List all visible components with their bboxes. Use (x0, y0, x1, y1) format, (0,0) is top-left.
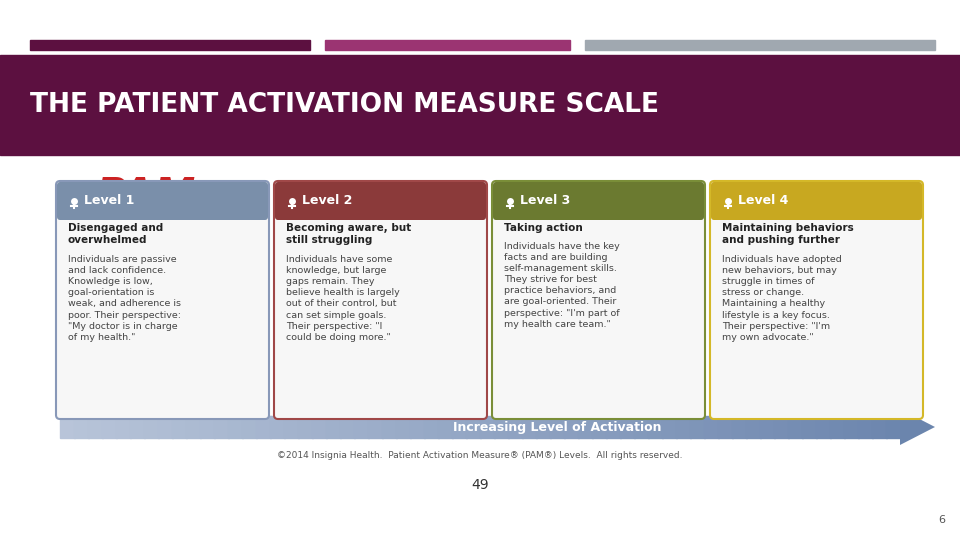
Text: Individuals have adopted
new behaviors, but may
struggle in times of
stress or c: Individuals have adopted new behaviors, … (722, 255, 842, 342)
Bar (774, 416, 788, 438)
Bar (606, 416, 620, 438)
Text: Level 4: Level 4 (738, 194, 788, 207)
Text: Individuals have some
knowledge, but large
gaps remain. They
believe health is l: Individuals have some knowledge, but lar… (286, 255, 399, 342)
FancyBboxPatch shape (274, 181, 487, 419)
Bar (508, 416, 522, 438)
Bar (788, 416, 803, 438)
Text: Individuals have the key
facts and are building
self-management skills.
They str: Individuals have the key facts and are b… (504, 242, 620, 329)
FancyBboxPatch shape (56, 181, 269, 419)
Text: Becoming aware, but
still struggling: Becoming aware, but still struggling (286, 223, 411, 245)
Bar (578, 416, 592, 438)
Text: Level 2: Level 2 (302, 194, 352, 207)
Bar (284, 416, 299, 438)
Bar (368, 416, 382, 438)
Bar (172, 416, 186, 438)
Bar (802, 416, 817, 438)
Text: Level 3: Level 3 (520, 194, 570, 207)
Bar (130, 416, 145, 438)
Bar (158, 416, 173, 438)
Bar (102, 416, 116, 438)
Bar (60, 189, 265, 217)
FancyBboxPatch shape (493, 182, 704, 220)
Bar (200, 416, 214, 438)
Bar (88, 416, 103, 438)
Bar (452, 416, 467, 438)
Text: Maintaining behaviors
and pushing further: Maintaining behaviors and pushing furthe… (722, 223, 853, 245)
FancyBboxPatch shape (710, 181, 923, 419)
Bar (634, 416, 649, 438)
Bar (872, 416, 886, 438)
Bar (228, 416, 243, 438)
Text: THE PATIENT ACTIVATION MEASURE SCALE: THE PATIENT ACTIVATION MEASURE SCALE (30, 92, 659, 118)
Bar (662, 416, 677, 438)
Bar (354, 416, 369, 438)
Bar (676, 416, 690, 438)
Bar (760, 416, 775, 438)
Text: 49: 49 (471, 478, 489, 492)
Bar (746, 416, 760, 438)
FancyBboxPatch shape (57, 182, 268, 220)
Bar (312, 416, 326, 438)
Bar (536, 416, 550, 438)
Text: Increasing Level of Activation: Increasing Level of Activation (453, 421, 661, 434)
Bar (424, 416, 439, 438)
Text: ©2014 Insignia Health.  Patient Activation Measure® (PAM®) Levels.  All rights r: ©2014 Insignia Health. Patient Activatio… (277, 450, 683, 460)
Bar (278, 189, 483, 217)
Text: 6: 6 (938, 515, 945, 525)
Bar (718, 416, 732, 438)
Bar (494, 416, 509, 438)
Text: Individuals are passive
and lack confidence.
Knowledge is low,
goal-orientation : Individuals are passive and lack confide… (68, 255, 181, 342)
Bar (74, 416, 88, 438)
Bar (340, 416, 354, 438)
Bar (242, 416, 256, 438)
Bar (256, 416, 271, 438)
Text: Level 1: Level 1 (84, 194, 134, 207)
Bar (298, 416, 313, 438)
Bar (30, 40, 310, 50)
Bar (60, 416, 75, 438)
Bar (585, 40, 935, 50)
Bar (564, 416, 579, 438)
Text: PAM: PAM (95, 175, 195, 217)
Bar (620, 416, 635, 438)
Text: Taking action: Taking action (504, 223, 583, 233)
Bar (410, 416, 424, 438)
Bar (496, 189, 701, 217)
Bar (186, 416, 201, 438)
Text: Disengaged and
overwhelmed: Disengaged and overwhelmed (68, 223, 163, 245)
Bar (816, 416, 830, 438)
Bar (214, 416, 228, 438)
FancyBboxPatch shape (275, 182, 486, 220)
Bar (592, 416, 607, 438)
Bar (858, 416, 873, 438)
Bar (116, 416, 131, 438)
FancyBboxPatch shape (711, 182, 922, 220)
Bar (690, 416, 705, 438)
Bar (270, 416, 284, 438)
Bar (704, 416, 718, 438)
Bar (144, 416, 158, 438)
Bar (438, 416, 452, 438)
Bar (326, 416, 341, 438)
FancyBboxPatch shape (492, 181, 705, 419)
Bar (844, 416, 858, 438)
Bar (480, 416, 494, 438)
Polygon shape (900, 409, 935, 445)
Bar (714, 189, 919, 217)
Bar (325, 40, 570, 50)
Bar (732, 416, 747, 438)
Bar (830, 416, 845, 438)
Bar (550, 416, 564, 438)
Bar (382, 416, 396, 438)
Bar (466, 416, 481, 438)
Bar (648, 416, 662, 438)
Bar (886, 416, 900, 438)
Bar (0, 55, 960, 155)
Bar (396, 416, 411, 438)
Bar (522, 416, 537, 438)
